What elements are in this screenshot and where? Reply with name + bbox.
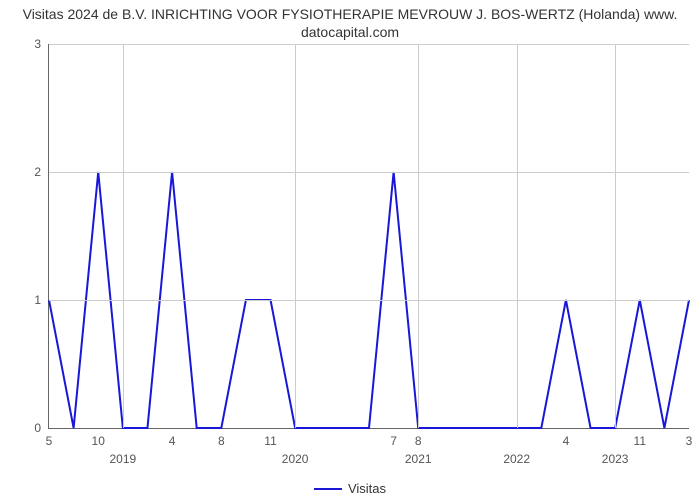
y-tick-label: 1 [34, 293, 49, 307]
x-tick-minor: 5 [46, 428, 53, 448]
x-tick-minor: 4 [563, 428, 570, 448]
x-tick-major: 2022 [503, 428, 530, 466]
x-tick-minor: 11 [634, 428, 646, 448]
legend-label: Visitas [348, 481, 386, 496]
vgridline [615, 44, 616, 428]
x-tick-major: 2021 [405, 428, 432, 466]
y-tick-label: 2 [34, 165, 49, 179]
x-tick-major: 2023 [602, 428, 629, 466]
series-line [49, 44, 689, 428]
x-tick-minor: 8 [218, 428, 225, 448]
chart-title-line2: datocapital.com [301, 24, 399, 40]
chart-title-line1: Visitas 2024 de B.V. INRICHTING VOOR FYS… [23, 6, 678, 22]
hgridline [49, 300, 689, 301]
x-tick-minor: 7 [390, 428, 397, 448]
x-tick-minor: 10 [92, 428, 105, 448]
plot-area: 0123510481178411320192020202120222023 [48, 44, 689, 429]
x-tick-minor: 3 [686, 428, 693, 448]
vgridline [295, 44, 296, 428]
vgridline [123, 44, 124, 428]
x-tick-major: 2019 [109, 428, 136, 466]
hgridline [49, 172, 689, 173]
legend-swatch [314, 488, 342, 490]
x-tick-major: 2020 [282, 428, 309, 466]
visits-chart: Visitas 2024 de B.V. INRICHTING VOOR FYS… [0, 0, 700, 500]
chart-title: Visitas 2024 de B.V. INRICHTING VOOR FYS… [0, 0, 700, 41]
x-tick-minor: 11 [264, 428, 276, 448]
x-tick-minor: 4 [169, 428, 176, 448]
vgridline [418, 44, 419, 428]
hgridline [49, 44, 689, 45]
legend: Visitas [314, 481, 386, 496]
y-tick-label: 3 [34, 37, 49, 51]
vgridline [517, 44, 518, 428]
